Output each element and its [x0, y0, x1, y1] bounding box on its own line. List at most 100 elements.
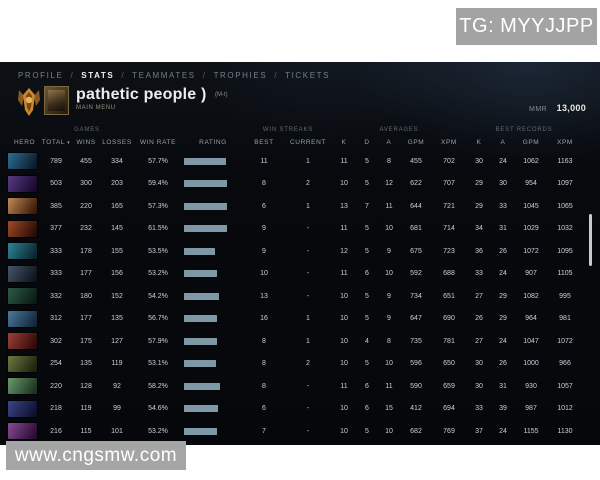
hero-portrait[interactable] [8, 243, 40, 260]
cell-d: 7 [365, 202, 369, 210]
hero-portrait[interactable] [8, 175, 40, 192]
cell-rk: 33 [475, 270, 483, 278]
cell-rxpm: 1095 [557, 247, 573, 255]
hero-icon [8, 175, 37, 192]
tg-overlay-label: TG: MYYJJPP [456, 8, 597, 45]
cell-win_rate: 56.7% [148, 315, 168, 323]
cell-win_rate: 59.4% [148, 180, 168, 188]
cell-rk: 30 [475, 360, 483, 368]
hero-portrait[interactable] [8, 153, 40, 170]
cell-win_rate: 58.2% [148, 382, 168, 390]
cell-a: 10 [385, 360, 393, 368]
hero-icon [8, 153, 37, 170]
tab-tickets[interactable]: TICKETS [285, 71, 331, 80]
hero-portrait[interactable] [8, 265, 40, 282]
hero-portrait[interactable] [8, 400, 40, 417]
hero-portrait[interactable] [8, 198, 40, 215]
cell-d: 5 [365, 157, 369, 165]
cell-wins: 220 [80, 202, 92, 210]
column-header-win_rate[interactable]: WIN RATE [139, 139, 177, 146]
column-header-gpm[interactable]: GPM [407, 139, 425, 146]
hero-row-5[interactable]: 333 178 155 53.5% 9 - 12 5 9 675 723 36 26 1072 1095 [8, 240, 592, 263]
hero-portrait[interactable] [8, 310, 40, 327]
rating-bar-cell [182, 405, 244, 413]
cell-rk: 30 [475, 157, 483, 165]
hero-icon [8, 310, 37, 327]
hero-portrait[interactable] [8, 220, 40, 237]
cell-current: - [306, 225, 310, 233]
cell-gpm: 644 [410, 202, 422, 210]
cell-k: 12 [340, 247, 348, 255]
hero-row-7[interactable]: 332 180 152 54.2% 13 - 10 5 9 734 651 27 29 1082 995 [8, 285, 592, 308]
cell-xpm: 721 [443, 202, 455, 210]
player-subtitle: MAIN MENU [76, 105, 116, 111]
hero-row-12[interactable]: 218 119 99 54.6% 6 - 10 6 15 412 694 33 39 987 1012 [8, 398, 592, 421]
hero-row-1[interactable]: 789 455 334 57.7% 11 1 11 5 8 455 702 30 24 1062 1163 [8, 150, 592, 173]
cell-losses: 101 [111, 427, 123, 435]
hero-row-11[interactable]: 220 128 92 58.2% 8 - 11 6 11 590 659 30 31 930 1057 [8, 375, 592, 398]
player-name-block: pathetic people ) (M-t) MAIN MENU [76, 86, 228, 111]
rating-bar-cell [182, 382, 244, 390]
column-header-ra[interactable]: A [500, 139, 506, 146]
tab-teammates[interactable]: TEAMMATES [132, 71, 196, 80]
cell-xpm: 714 [443, 225, 455, 233]
table-scrollbar[interactable] [589, 214, 592, 266]
hero-row-13[interactable]: 216 115 101 53.2% 7 - 10 5 10 682 769 37 24 1155 1130 [8, 420, 592, 443]
hero-row-6[interactable]: 333 177 156 53.2% 10 - 11 6 10 592 688 33 24 907 1105 [8, 263, 592, 286]
cell-best: 16 [260, 315, 268, 323]
hero-row-8[interactable]: 312 177 135 56.7% 16 1 10 5 9 647 690 26 29 964 981 [8, 308, 592, 331]
cell-rgpm: 930 [525, 382, 537, 390]
hero-row-9[interactable]: 302 175 127 57.9% 8 1 10 4 8 735 781 27 24 1047 1072 [8, 330, 592, 353]
group-games: GAMES [74, 126, 100, 133]
hero-portrait[interactable] [8, 288, 40, 305]
column-header-rgpm[interactable]: GPM [522, 139, 540, 146]
column-header-losses[interactable]: LOSSES [102, 139, 132, 146]
column-header-d[interactable]: D [364, 139, 370, 146]
column-header-total[interactable]: TOTAL ▾ [41, 139, 71, 146]
column-header-rk[interactable]: K [476, 139, 482, 146]
hero-icon [8, 378, 37, 395]
cell-best: 8 [262, 360, 266, 368]
player-avatar[interactable] [44, 86, 69, 115]
tab-profile[interactable]: PROFILE [18, 71, 64, 80]
hero-portrait[interactable] [8, 423, 40, 440]
group-win-streaks: WIN STREAKS [262, 126, 314, 133]
rating-bar-cell [182, 247, 244, 255]
column-header-rating[interactable]: RATING [199, 139, 227, 146]
column-header-best[interactable]: BEST [254, 139, 274, 146]
column-header-rxpm[interactable]: XPM [557, 139, 573, 146]
cell-rk: 29 [475, 180, 483, 188]
column-header-a[interactable]: A [386, 139, 392, 146]
cell-rgpm: 954 [525, 180, 537, 188]
cell-rk: 29 [475, 202, 483, 210]
cell-total: 216 [50, 427, 62, 435]
column-header-hero[interactable]: HERO [14, 139, 36, 146]
column-header-xpm[interactable]: XPM [441, 139, 457, 146]
hero-portrait[interactable] [8, 355, 40, 372]
cell-a: 15 [385, 405, 393, 413]
cell-current: - [306, 405, 310, 413]
column-header-current[interactable]: CURRENT [290, 139, 326, 146]
column-header-k[interactable]: K [341, 139, 347, 146]
tab-trophies[interactable]: TROPHIES [213, 71, 268, 80]
column-header-wins[interactable]: WINS [76, 139, 96, 146]
hero-row-10[interactable]: 254 135 119 53.1% 8 2 10 5 10 596 650 30 26 1000 966 [8, 353, 592, 376]
cell-d: 5 [365, 180, 369, 188]
cell-xpm: 707 [443, 180, 455, 188]
hero-icon [8, 220, 37, 237]
rating-bar [184, 405, 219, 413]
cell-win_rate: 53.2% [148, 270, 168, 278]
cell-best: 7 [262, 427, 266, 435]
hero-row-2[interactable]: 503 300 203 59.4% 8 2 10 5 12 622 707 29 30 954 1097 [8, 173, 592, 196]
hero-row-4[interactable]: 377 232 145 61.5% 9 - 11 5 10 681 714 34 31 1029 1032 [8, 218, 592, 241]
cell-wins: 300 [80, 180, 92, 188]
hero-portrait[interactable] [8, 333, 40, 350]
cell-gpm: 682 [410, 427, 422, 435]
cell-wins: 115 [80, 427, 92, 435]
cell-k: 10 [340, 405, 348, 413]
cell-gpm: 455 [410, 157, 422, 165]
cell-losses: 127 [111, 337, 123, 345]
tab-stats[interactable]: STATS [81, 71, 115, 80]
hero-portrait[interactable] [8, 378, 40, 395]
hero-row-3[interactable]: 385 220 165 57.3% 6 1 13 7 11 644 721 29 33 1045 1065 [8, 195, 592, 218]
